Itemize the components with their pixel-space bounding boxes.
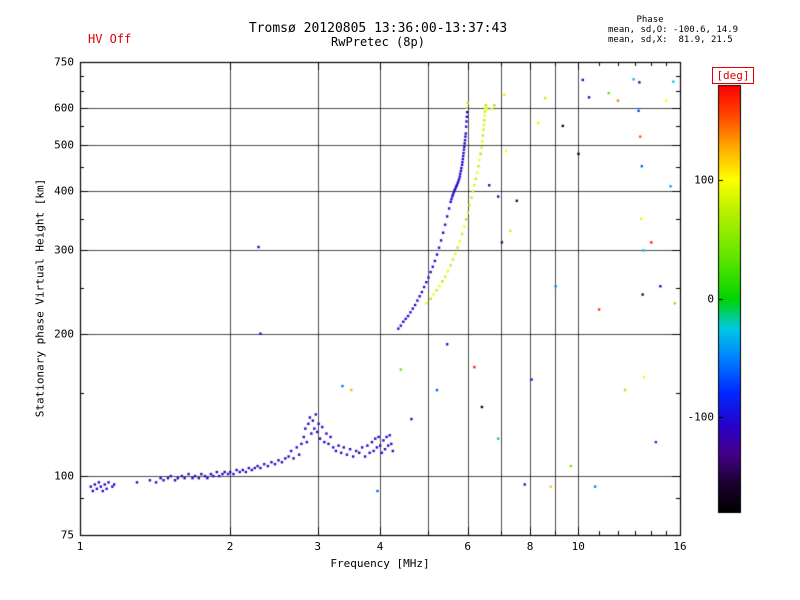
x-tick-label: 8: [526, 540, 534, 553]
hv-status-text: HV Off: [88, 32, 132, 46]
y-tick-label: 600: [54, 101, 74, 115]
x-tick-label: 10: [571, 540, 585, 553]
colorbar-tick-label: 0: [707, 292, 714, 305]
x-tick-label: 6: [464, 540, 472, 553]
x-tick-label: 2: [226, 540, 234, 553]
colorbar-tick-label: 100: [694, 173, 714, 187]
y-tick-label: 300: [54, 243, 74, 257]
y-tick-label: 75: [60, 528, 74, 542]
colorbar-unit-label: [deg]: [712, 67, 754, 84]
plot-subtitle: RwPretec (8p): [331, 35, 425, 49]
y-tick-label: 400: [54, 184, 74, 198]
plot-title: Tromsø 20120805 13:36:00-13:37:43: [248, 21, 508, 36]
x-axis-title: Frequency [MHz]: [330, 557, 430, 570]
phase-stats-title: Phase: [636, 15, 664, 25]
x-tick-label: 4: [376, 540, 384, 553]
x-tick-label: 3: [314, 540, 322, 553]
x-tick-label: 1: [76, 540, 84, 553]
y-tick-label: 500: [54, 138, 74, 152]
y-tick-label: 750: [54, 55, 74, 69]
y-tick-label: 100: [54, 469, 74, 483]
colorbar-tick-label: -100: [687, 410, 715, 424]
x-tick-label: 16: [673, 540, 687, 553]
y-tick-label: 200: [54, 327, 74, 341]
y-axis-title: Stationary phase Virtual Height [km]: [33, 178, 47, 418]
phase-mean-o-text: mean, sd,O: -100.6, 14.9: [608, 25, 739, 35]
phase-mean-x-text: mean, sd,X: 81.9, 21.5: [608, 35, 733, 45]
